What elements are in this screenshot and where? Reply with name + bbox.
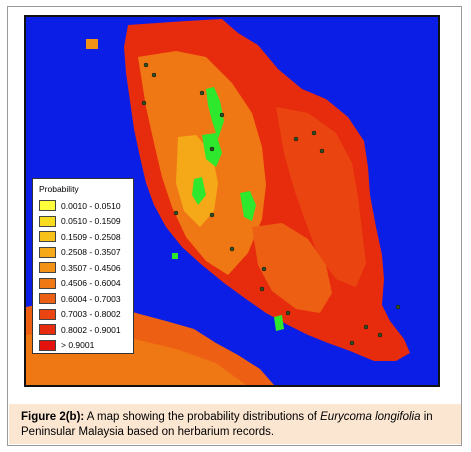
legend-label: 0.4506 - 0.6004: [61, 278, 121, 289]
legend-swatch: [39, 246, 56, 258]
legend-label: 0.8002 - 0.9001: [61, 324, 121, 335]
legend-rows: 0.0010 - 0.0510 0.0510 - 0.1509 0.1509 -…: [37, 198, 129, 353]
herbarium-point: [173, 210, 179, 216]
northern-island: [86, 39, 98, 49]
green-patch: [240, 191, 256, 221]
herbarium-point: [395, 304, 401, 310]
legend-row: 0.6004 - 0.7003: [37, 291, 129, 307]
legend-row: 0.3507 - 0.4506: [37, 260, 129, 276]
legend-label: 0.6004 - 0.7003: [61, 293, 121, 304]
caption-species: Eurycoma longifolia: [320, 411, 421, 423]
legend-row: 0.4506 - 0.6004: [37, 276, 129, 292]
map-legend: Probability 0.0010 - 0.0510 0.0510 - 0.1…: [32, 178, 134, 354]
green-patch: [206, 87, 224, 139]
herbarium-point: [311, 130, 317, 136]
green-patch: [192, 177, 206, 205]
green-patch: [274, 315, 284, 331]
legend-row: 0.8002 - 0.9001: [37, 322, 129, 338]
legend-label: 0.1509 - 0.2508: [61, 231, 121, 242]
herbarium-point: [293, 136, 299, 142]
herbarium-point: [229, 246, 235, 252]
herbarium-point: [349, 340, 355, 346]
legend-label: > 0.9001: [61, 340, 95, 351]
legend-label: 0.0010 - 0.0510: [61, 200, 121, 211]
legend-row: 0.0510 - 0.1509: [37, 214, 129, 230]
legend-swatch: [39, 200, 56, 212]
legend-swatch: [39, 324, 56, 336]
legend-title: Probability: [39, 184, 79, 194]
herbarium-point: [377, 332, 383, 338]
caption-text-after: in Peninsular Malaysia based on herbariu…: [21, 411, 433, 438]
legend-label: 0.0510 - 0.1509: [61, 216, 121, 227]
peninsula-band-d: [252, 223, 332, 313]
herbarium-point: [219, 112, 225, 118]
legend-label: 0.2508 - 0.3507: [61, 247, 121, 258]
legend-row: 0.0010 - 0.0510: [37, 198, 129, 214]
legend-swatch: [39, 277, 56, 289]
herbarium-point: [143, 62, 149, 68]
legend-row: 0.7003 - 0.8002: [37, 307, 129, 323]
herbarium-point: [151, 72, 157, 78]
herbarium-point: [199, 90, 205, 96]
green-patch: [172, 253, 178, 259]
legend-row: 0.1509 - 0.2508: [37, 229, 129, 245]
legend-swatch: [39, 339, 56, 351]
herbarium-point: [259, 286, 265, 292]
legend-label: 0.3507 - 0.4506: [61, 262, 121, 273]
legend-row: > 0.9001: [37, 338, 129, 354]
figure-caption: Figure 2(b): A map showing the probabili…: [9, 404, 461, 444]
legend-swatch: [39, 308, 56, 320]
herbarium-point: [319, 148, 325, 154]
legend-swatch: [39, 293, 56, 305]
legend-row: 0.2508 - 0.3507: [37, 245, 129, 261]
peninsula-band-b: [276, 107, 366, 287]
herbarium-point: [209, 212, 215, 218]
herbarium-point: [209, 146, 215, 152]
caption-label: Figure 2(b):: [21, 411, 85, 423]
herbarium-point: [141, 100, 147, 106]
herbarium-point: [363, 324, 369, 330]
herbarium-point: [285, 310, 291, 316]
legend-swatch: [39, 262, 56, 274]
legend-swatch: [39, 215, 56, 227]
legend-swatch: [39, 231, 56, 243]
caption-text-before: A map showing the probability distributi…: [84, 411, 321, 423]
herbarium-points: [141, 62, 401, 346]
herbarium-point: [261, 266, 267, 272]
legend-label: 0.7003 - 0.8002: [61, 309, 121, 320]
